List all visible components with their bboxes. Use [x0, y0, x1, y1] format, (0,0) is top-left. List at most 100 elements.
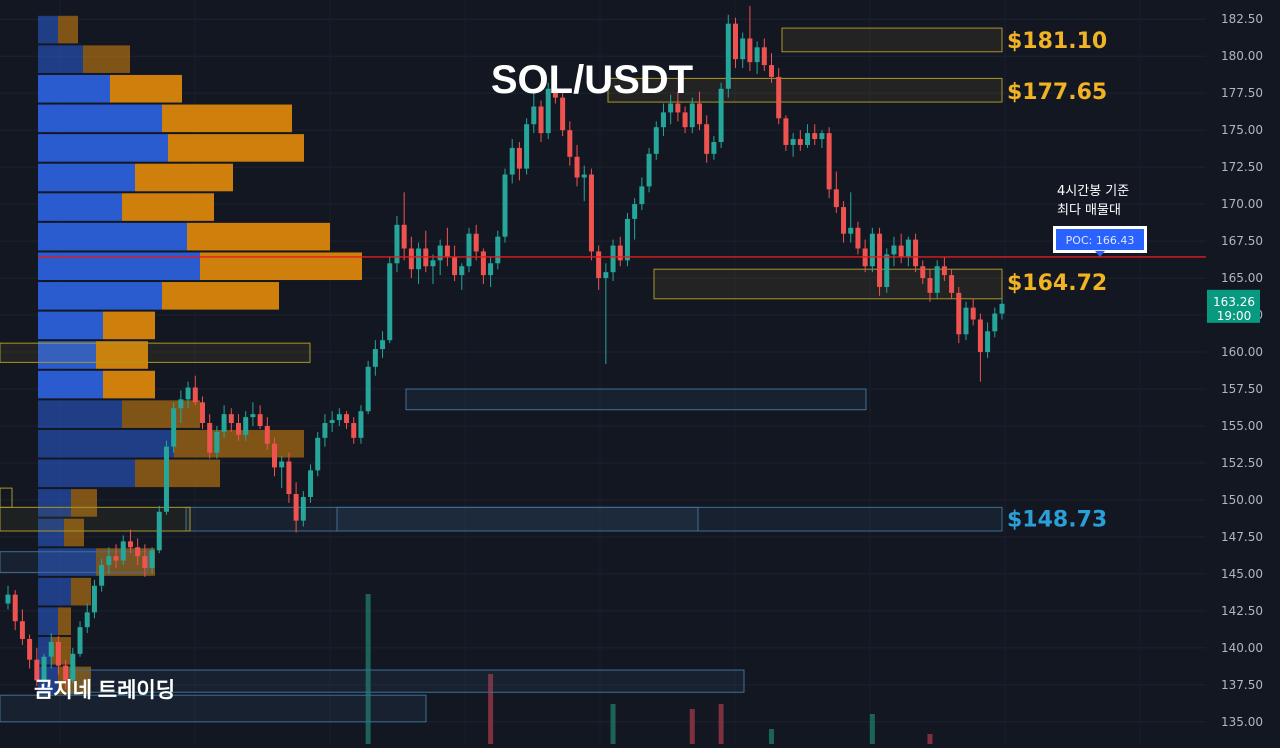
profile-buy-bar	[38, 15, 58, 44]
y-tick-label: 155.00	[1221, 419, 1263, 433]
candle-body	[91, 585, 97, 613]
y-tick-label: 175.00	[1221, 123, 1263, 137]
candle-body	[401, 224, 407, 249]
zone-box	[405, 388, 867, 411]
candle-body	[351, 423, 357, 438]
candle-body	[34, 659, 40, 681]
y-tick-label: 180.00	[1221, 49, 1263, 63]
candle-body	[812, 133, 818, 140]
candle-body	[380, 340, 386, 350]
candle-body	[927, 278, 933, 293]
candle-body	[877, 233, 883, 287]
candle-body	[286, 461, 292, 495]
candle-body	[581, 174, 587, 178]
poc-label-box	[1056, 229, 1144, 250]
candle-body	[264, 425, 270, 444]
profile-buy-bar	[38, 429, 174, 458]
candle-body	[689, 103, 695, 128]
volume-bar	[610, 704, 616, 744]
candle-body	[740, 38, 746, 60]
watermark: 곰지네 트레이딩	[34, 679, 175, 702]
annotations: SOL/USDT 곰지네 트레이딩 4시간봉 기준 최다 매물대 POC: 16…	[34, 29, 1206, 702]
candle-body	[632, 204, 638, 219]
candle-body	[12, 594, 18, 622]
candle-body	[913, 239, 919, 267]
candle-body	[855, 227, 861, 249]
zone-box	[0, 506, 191, 532]
candle-body	[235, 423, 241, 435]
candle-body	[747, 38, 753, 63]
y-tick-label: 182.50	[1221, 12, 1263, 26]
volume-profile	[38, 15, 362, 695]
candle-body	[516, 147, 522, 169]
candle-body	[279, 461, 285, 468]
candle-body	[718, 88, 724, 142]
y-tick-label: 172.50	[1221, 160, 1263, 174]
candle-body	[480, 251, 486, 276]
candle-body	[732, 23, 738, 60]
profile-buy-bar	[38, 548, 96, 576]
candle-body	[963, 307, 969, 335]
candle-body	[552, 88, 558, 98]
profile-buy-bar	[38, 163, 135, 192]
poc-label: POC: 166.43	[1066, 234, 1135, 247]
candle-body	[322, 423, 328, 438]
candle-body	[19, 621, 25, 639]
candle-body	[992, 313, 998, 332]
candle-body	[826, 133, 832, 190]
profile-sell-bar	[71, 489, 97, 517]
candle-body	[509, 147, 515, 175]
profile-buy-bar	[38, 74, 110, 103]
candle-body	[315, 437, 321, 471]
profile-sell-bar	[64, 518, 84, 547]
profile-sell-bar	[51, 637, 71, 665]
profile-buy-bar	[38, 311, 103, 340]
zone-box	[0, 694, 427, 723]
candle-body	[999, 303, 1005, 314]
candle-body	[488, 263, 494, 276]
candle-body	[898, 245, 904, 258]
candle-body	[452, 257, 458, 276]
volume-bar	[769, 729, 775, 744]
candle-body	[761, 47, 767, 66]
candle-body	[55, 641, 61, 666]
candle-body	[790, 139, 796, 145]
price-level-label: $177.65	[1007, 80, 1107, 105]
zone-box	[781, 27, 1003, 53]
candle-body	[308, 470, 314, 497]
y-tick-label: 142.50	[1221, 604, 1263, 618]
volume-bar	[365, 594, 371, 744]
candle-body	[466, 233, 472, 267]
price-axis[interactable]: 135.00 137.50 140.00 142.50 145.00 147.50 150.…	[1207, 12, 1263, 729]
candle-body	[941, 266, 947, 276]
y-tick-label: 157.50	[1221, 382, 1263, 396]
candle-body	[905, 239, 911, 258]
candle-body	[358, 411, 364, 438]
candle-body	[416, 248, 422, 270]
candle-body	[624, 218, 630, 261]
profile-sell-bar	[168, 134, 304, 162]
profile-sell-bar	[162, 282, 279, 310]
profile-sell-bar	[58, 15, 78, 44]
profile-buy-bar	[38, 459, 135, 488]
last-price-value: 163.26	[1213, 295, 1255, 309]
profile-buy-bar	[38, 607, 58, 636]
candle-body	[99, 565, 105, 586]
candle-body	[970, 307, 976, 320]
candle-body	[163, 446, 169, 512]
candle-body	[430, 260, 436, 267]
profile-buy-bar	[38, 282, 162, 310]
volume-bar	[718, 704, 724, 744]
candle-body	[106, 556, 112, 566]
profile-buy-bar	[38, 577, 71, 606]
last-price-tag	[1207, 289, 1260, 323]
profile-sell-bar	[122, 193, 214, 221]
poc-note-line-1: 4시간봉 기준	[1057, 184, 1129, 199]
candle-body	[603, 272, 609, 279]
candle-body	[329, 420, 335, 424]
candle-body	[934, 266, 940, 293]
candle-body	[372, 349, 378, 367]
poc-note-line-2: 최다 매물대	[1057, 203, 1121, 218]
